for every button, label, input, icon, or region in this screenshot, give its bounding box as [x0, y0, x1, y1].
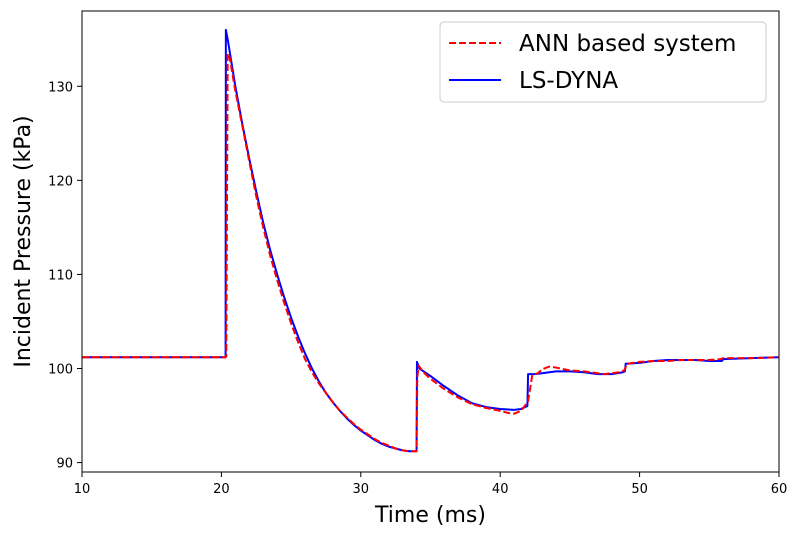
x-axis: 10 20 30 40 50 60 — [74, 472, 788, 497]
series-layer — [82, 28, 780, 453]
y-axis: 90 100 110 120 130 — [48, 80, 82, 472]
y-tick-label: 90 — [56, 457, 73, 472]
legend-box — [439, 21, 767, 103]
x-axis-label: Time (ms) — [374, 503, 486, 528]
legend-label-ann: ANN based system — [519, 31, 736, 57]
legend-label-lsdyna: LS-DYNA — [519, 68, 618, 94]
x-tick-label: 30 — [353, 482, 370, 497]
y-tick-label: 120 — [48, 174, 73, 189]
x-tick-label: 60 — [771, 482, 788, 497]
y-tick-label: 130 — [48, 80, 73, 95]
legend: ANN based system LS-DYNA — [439, 21, 767, 103]
x-tick-label: 40 — [492, 482, 509, 497]
x-tick-label: 10 — [74, 482, 91, 497]
y-axis-label: Incident Pressure (kPa) — [11, 115, 36, 367]
plot-frame — [81, 10, 780, 473]
x-tick-label: 20 — [213, 482, 230, 497]
y-tick-label: 100 — [48, 363, 73, 378]
y-tick-label: 110 — [48, 268, 73, 283]
x-tick-label: 50 — [631, 482, 648, 497]
series-ann-line — [82, 52, 780, 453]
